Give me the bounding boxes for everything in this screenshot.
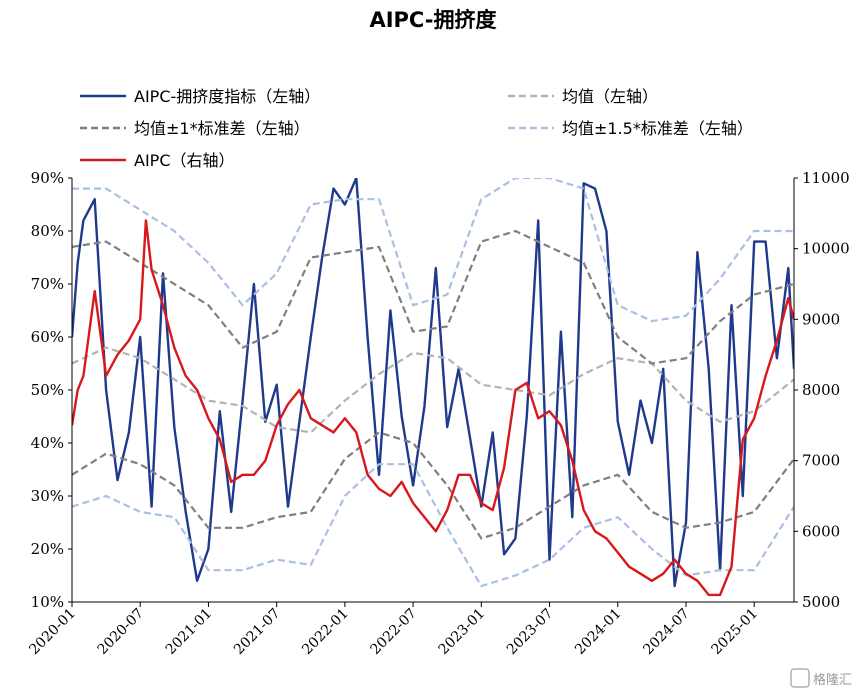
y-left-tick-label: 40% (31, 434, 64, 452)
watermark: 格隆汇 (790, 668, 852, 688)
series-line-0 (72, 178, 794, 588)
x-tick-label: 2024-01 (572, 606, 624, 658)
legend: AIPC-拥挤度指标（左轴） 均值（左轴） 均值±1*标准差（左轴） 均值±1.5*标… (80, 87, 753, 170)
y-right-tick-label: 8000 (802, 381, 840, 399)
legend-label-0: AIPC-拥挤度指标（左轴） (134, 87, 320, 106)
y-right-tick-label: 9000 (802, 310, 840, 328)
y-left-tick-label: 30% (31, 487, 64, 505)
x-tick-label: 2021-01 (163, 606, 215, 658)
y-right-tick-label: 5000 (802, 593, 840, 611)
x-tick-label: 2020-01 (26, 606, 78, 658)
y-left-tick-label: 70% (31, 275, 64, 293)
y-left-tick-label: 80% (31, 222, 64, 240)
y-left-tick-label: 10% (31, 593, 64, 611)
legend-label-4: AIPC（右轴） (134, 151, 235, 170)
series-line-1 (72, 346, 794, 434)
y-right-tick-label: 10000 (802, 240, 850, 258)
x-tick-label: 2025-01 (709, 606, 761, 658)
watermark-text: 格隆汇 (813, 672, 852, 688)
x-tick-label: 2024-07 (640, 606, 692, 658)
y-right-tick-label: 7000 (802, 452, 840, 470)
x-tick-label: 2022-07 (367, 606, 419, 658)
y-left-tick-label: 90% (31, 169, 64, 187)
x-tick-label: 2023-01 (436, 606, 488, 658)
x-tick-label: 2023-07 (504, 606, 556, 658)
x-tick-label: 2022-01 (299, 606, 351, 658)
legend-label-3: 均值±1.5*标准差（左轴） (562, 119, 753, 138)
legend-label-1: 均值（左轴） (562, 87, 658, 106)
x-tick-label: 2021-07 (231, 606, 283, 658)
series-line-6 (72, 219, 794, 597)
y-right-tick-label: 6000 (802, 522, 840, 540)
chart-title: AIPC-拥挤度 (369, 8, 496, 32)
legend-label-2: 均值±1*标准差（左轴） (134, 119, 310, 138)
y-right-tick-label: 11000 (802, 169, 850, 187)
series-line-4 (72, 178, 794, 323)
y-left-tick-label: 20% (31, 540, 64, 558)
series-line-2 (72, 229, 794, 365)
series-line-3 (72, 431, 794, 540)
y-left-tick-label: 50% (31, 381, 64, 399)
x-tick-label: 2020-07 (95, 606, 147, 658)
series-line-5 (72, 463, 794, 588)
plot-area (72, 178, 794, 597)
y-left-tick-label: 60% (31, 328, 64, 346)
watermark-logo-icon (790, 668, 810, 688)
